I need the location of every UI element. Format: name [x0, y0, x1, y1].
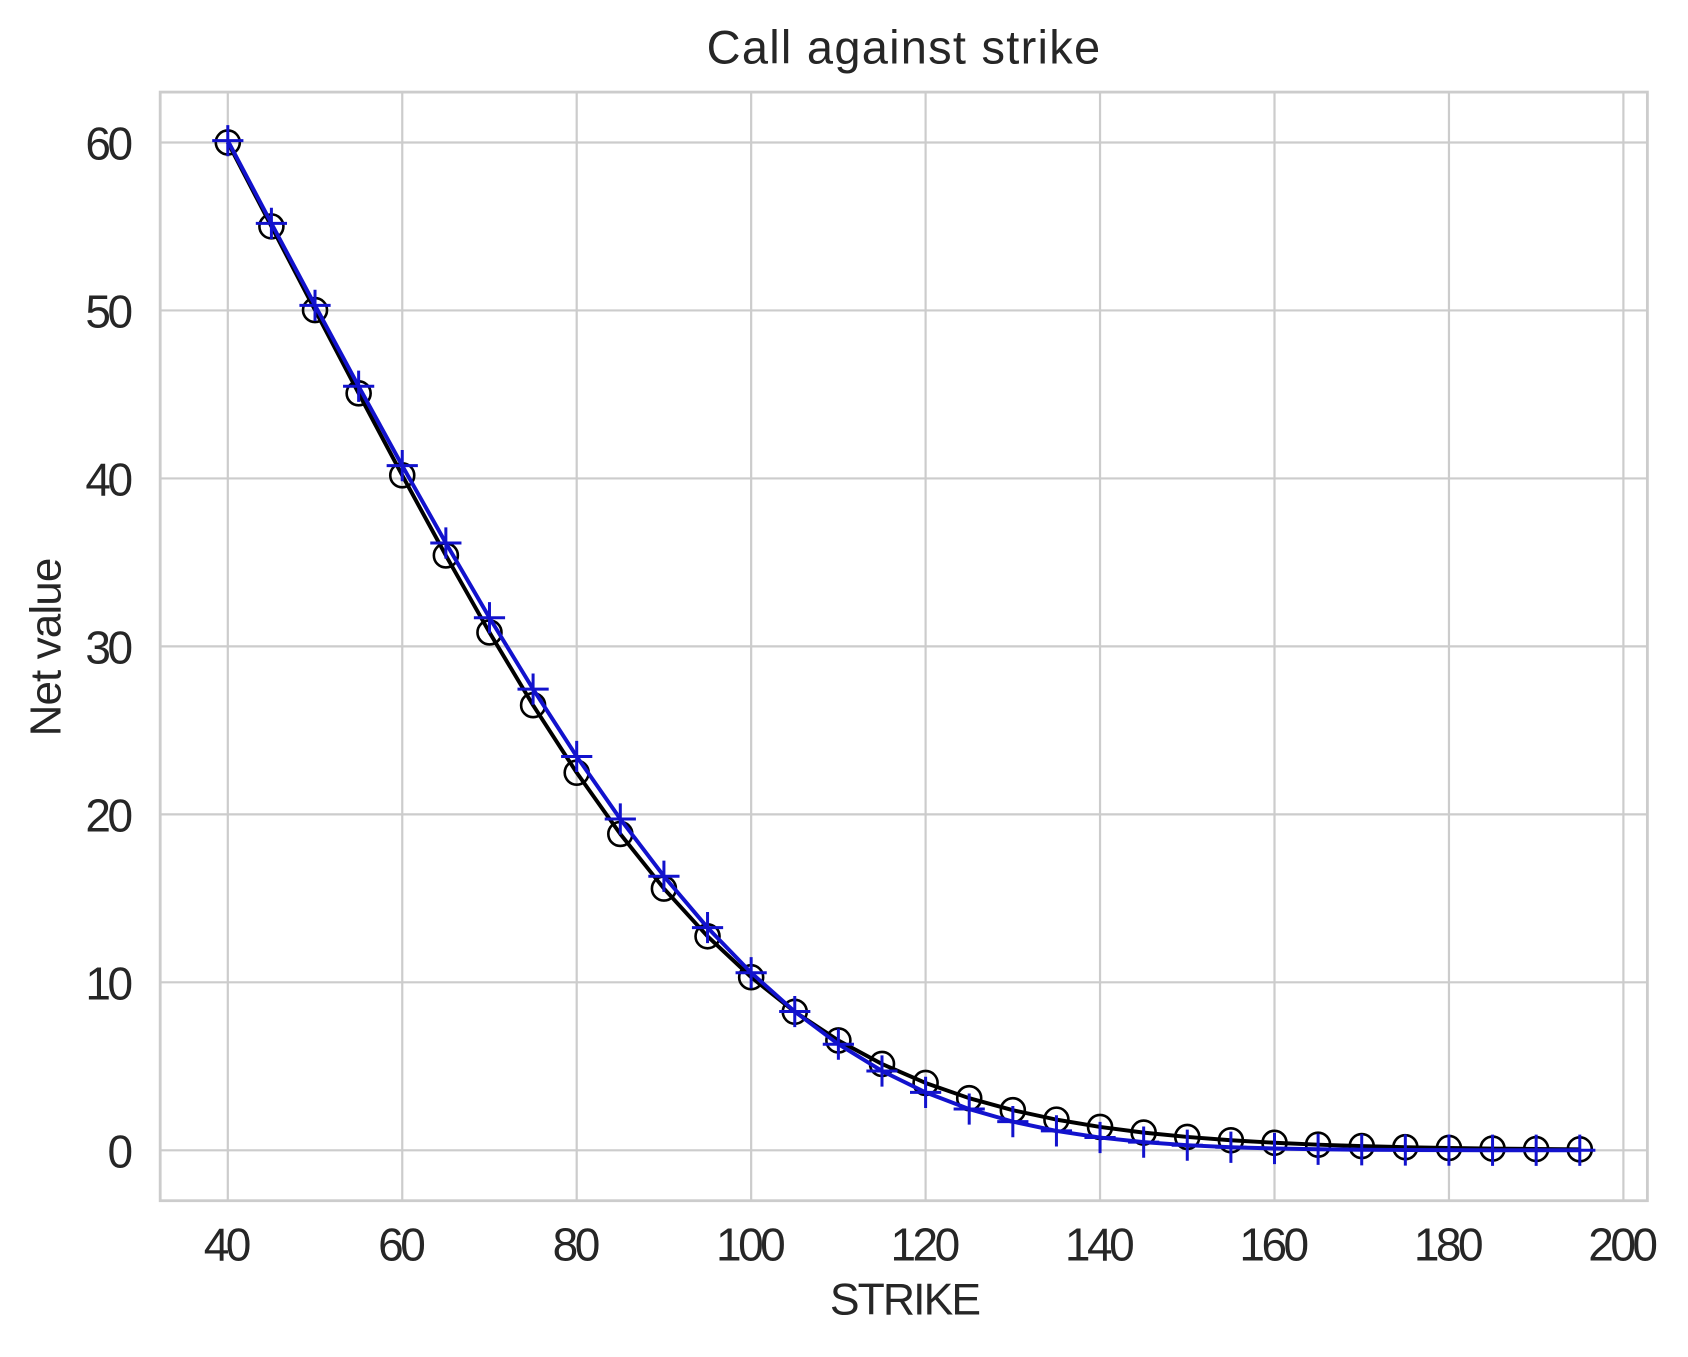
svg-text:Net value: Net value [22, 559, 71, 737]
svg-text:50: 50 [85, 286, 131, 338]
svg-text:160: 160 [1239, 1219, 1307, 1271]
svg-text:Call against strike: Call against strike [707, 21, 1102, 74]
svg-text:40: 40 [85, 454, 131, 506]
svg-text:STRIKE: STRIKE [830, 1275, 980, 1324]
svg-text:20: 20 [85, 790, 131, 842]
svg-text:0: 0 [108, 1126, 132, 1178]
svg-text:180: 180 [1414, 1219, 1482, 1271]
svg-text:100: 100 [716, 1219, 784, 1271]
svg-text:80: 80 [553, 1219, 599, 1271]
svg-text:30: 30 [85, 622, 131, 674]
svg-text:10: 10 [85, 958, 131, 1010]
svg-text:120: 120 [890, 1219, 958, 1271]
svg-text:60: 60 [378, 1219, 424, 1271]
svg-text:40: 40 [204, 1219, 250, 1271]
svg-text:60: 60 [85, 118, 131, 170]
svg-text:140: 140 [1065, 1219, 1133, 1271]
svg-text:200: 200 [1588, 1219, 1656, 1271]
